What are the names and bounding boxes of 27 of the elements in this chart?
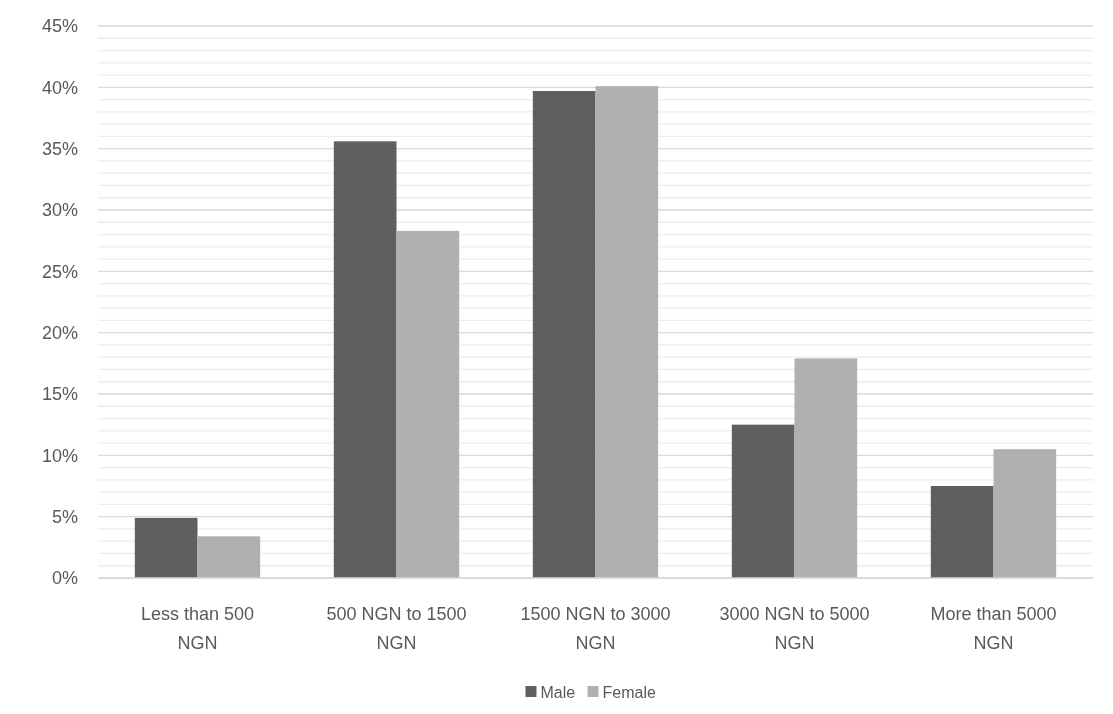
- bar: [532, 91, 596, 578]
- bar: [396, 230, 460, 578]
- bar: [333, 141, 397, 578]
- bar: [993, 449, 1057, 578]
- bar: [134, 517, 198, 578]
- y-tick-label: 35%: [41, 138, 78, 159]
- x-tick-label: More than 5000 NGN: [930, 604, 1057, 653]
- bar: [595, 86, 659, 578]
- y-tick-label: 20%: [41, 322, 78, 343]
- y-tick-label: 45%: [41, 16, 78, 37]
- y-tick-label: 40%: [41, 77, 78, 98]
- bar: [794, 358, 858, 578]
- legend-label: Female: [602, 683, 656, 701]
- x-tick-label: 500 NGN to 1500 NGN: [326, 604, 467, 653]
- y-tick-label: 15%: [41, 384, 78, 405]
- y-tick-label: 5%: [51, 506, 78, 527]
- x-tick-label: 3000 NGN to 5000 NGN: [719, 604, 870, 653]
- x-tick-label: 1500 NGN to 3000 NGN: [520, 604, 671, 653]
- bar: [731, 424, 795, 578]
- y-tick-label: 25%: [41, 261, 78, 282]
- y-tick-label: 0%: [51, 568, 78, 589]
- y-tick-label: 30%: [41, 200, 78, 221]
- bar: [930, 486, 994, 578]
- y-tick-label: 10%: [41, 445, 78, 466]
- legend-label: Male: [540, 683, 576, 701]
- bar: [197, 536, 261, 578]
- x-tick-label: Less than 500 NGN: [140, 604, 255, 653]
